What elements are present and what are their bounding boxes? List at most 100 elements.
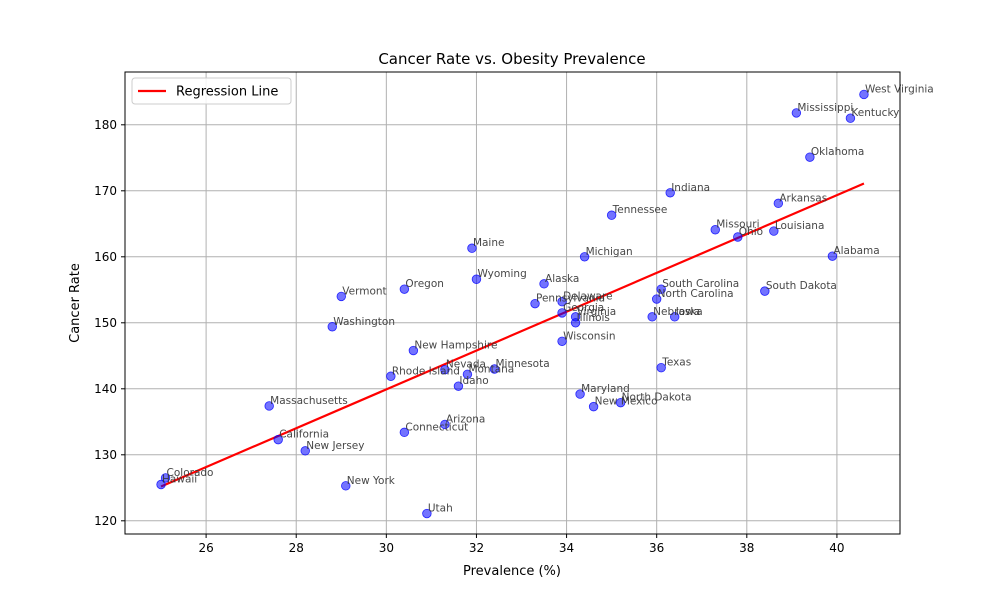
data-point <box>665 188 675 198</box>
x-tick-label: 34 <box>559 541 574 555</box>
point-label: California <box>279 429 329 441</box>
point-label: Massachusetts <box>270 395 348 407</box>
points-layer <box>156 89 869 519</box>
point-label: Missouri <box>716 219 759 231</box>
data-point <box>760 286 770 296</box>
data-point <box>341 481 351 491</box>
point-label: Illinois <box>577 312 610 324</box>
point-label: Vermont <box>342 285 386 297</box>
point-label: Mississippi <box>797 102 853 114</box>
point-label: Maryland <box>581 383 630 395</box>
data-point <box>579 252 590 262</box>
data-point <box>336 291 346 302</box>
data-point <box>570 318 581 328</box>
point-label: Alabama <box>833 245 879 257</box>
point-label: New Mexico <box>595 396 658 408</box>
data-point <box>327 322 337 332</box>
point-label: Utah <box>428 503 453 515</box>
legend-box <box>131 77 292 105</box>
point-label: Michigan <box>586 246 633 258</box>
data-point <box>859 89 869 100</box>
data-point <box>773 198 784 209</box>
y-tick-label: 130 <box>94 448 117 462</box>
data-point <box>656 362 666 373</box>
point-label: Iowa <box>676 306 701 318</box>
data-point <box>575 389 585 399</box>
point-label: Washington <box>333 316 395 328</box>
x-axis-label: Prevalence (%) <box>463 564 561 579</box>
point-label: Ohio <box>739 226 763 238</box>
point-label: Maine <box>473 237 505 249</box>
data-point <box>399 284 410 294</box>
point-label: Virginia <box>577 306 617 318</box>
point-label: Tennessee <box>612 204 668 216</box>
point-label: Montana <box>468 363 514 375</box>
point-label: South Carolina <box>662 278 739 290</box>
point-label: Wisconsin <box>563 330 615 342</box>
y-axis-label: Cancer Rate <box>68 263 83 343</box>
data-point <box>656 284 666 294</box>
y-tick-label: 120 <box>94 514 117 528</box>
point-label: Georgia <box>563 302 604 314</box>
point-label: Louisiana <box>775 220 825 232</box>
data-point <box>300 446 310 456</box>
legend: Regression Line <box>131 77 292 105</box>
data-point <box>453 381 464 391</box>
point-label: Colorado <box>167 467 214 479</box>
data-point <box>467 243 477 253</box>
point-label: Alaska <box>545 273 579 285</box>
y-tick-label: 150 <box>94 316 117 330</box>
data-point <box>273 434 283 445</box>
data-point <box>845 113 856 123</box>
point-label: Oklahoma <box>811 146 864 158</box>
y-tick-label: 170 <box>94 184 117 198</box>
point-label: South Dakota <box>766 280 837 292</box>
data-point <box>440 364 450 375</box>
data-point <box>557 308 567 318</box>
data-point <box>530 298 540 309</box>
data-point <box>462 369 473 379</box>
data-point <box>805 152 815 162</box>
x-tick-label: 28 <box>289 541 304 555</box>
plot-frame <box>124 71 901 535</box>
data-point <box>733 232 743 242</box>
data-point <box>588 401 599 412</box>
point-label: Kentucky <box>851 107 899 119</box>
data-point <box>471 274 482 284</box>
point-label: West Virginia <box>865 83 934 95</box>
point-label: Minnesota <box>495 358 549 370</box>
data-point <box>408 345 419 356</box>
x-tick-label: 30 <box>379 541 394 555</box>
point-label: Hawaii <box>162 474 197 486</box>
data-point <box>710 225 720 235</box>
x-tick-label: 32 <box>469 541 484 555</box>
y-tick-label: 180 <box>94 118 117 132</box>
point-label: Oregon <box>405 278 444 290</box>
point-label: Idaho <box>459 375 488 387</box>
x-tick-label: 26 <box>198 541 213 555</box>
data-point <box>557 296 567 307</box>
point-label: Texas <box>661 357 691 369</box>
data-point <box>615 397 626 408</box>
point-label: New Jersey <box>306 440 364 452</box>
point-label: Arizona <box>446 413 485 425</box>
point-label: Pennsylvania <box>536 293 605 305</box>
data-point <box>606 210 617 220</box>
point-label: Connecticut <box>405 421 468 433</box>
data-point <box>422 508 432 519</box>
data-point <box>647 312 657 322</box>
x-tick-label: 40 <box>829 541 844 555</box>
data-point <box>791 108 802 118</box>
plot-area <box>125 72 900 534</box>
point-label: Wyoming <box>477 268 526 280</box>
x-tick-label: 36 <box>649 541 664 555</box>
y-tick-label: 160 <box>94 250 117 264</box>
point-label: Nevada <box>446 359 486 371</box>
point-label: North Carolina <box>658 288 734 300</box>
point-label: New Hampshire <box>414 340 497 352</box>
data-point <box>264 401 274 411</box>
data-point <box>827 251 838 261</box>
data-point <box>557 336 567 346</box>
